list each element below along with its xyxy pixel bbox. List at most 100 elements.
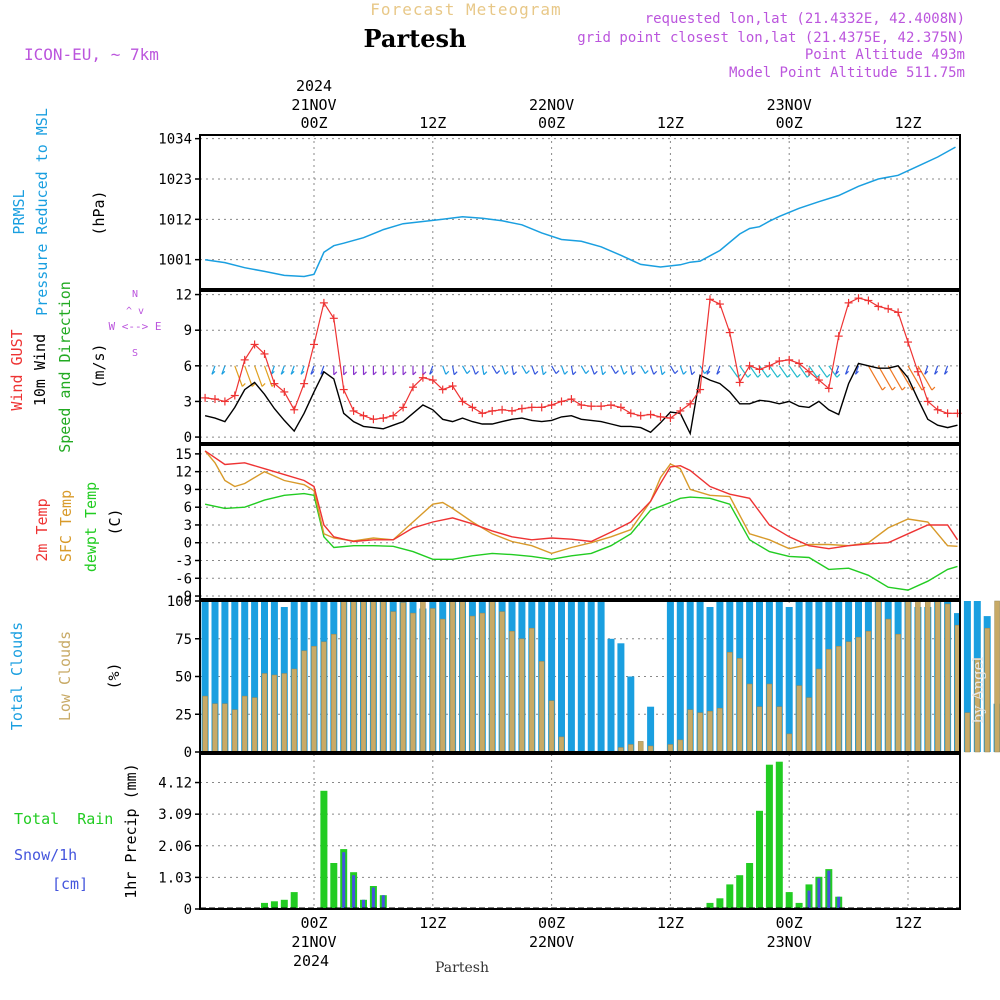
low-clouds-bar [212, 703, 218, 753]
total-clouds-bar [676, 601, 684, 752]
total-clouds-bar [587, 601, 595, 752]
wind-direction-arrow [461, 365, 468, 374]
wind-direction-arrowhead [382, 371, 387, 376]
wind-direction-arrow [491, 365, 498, 374]
wind-direction-arrow [580, 365, 587, 374]
low-clouds-label: Low Clouds [56, 631, 74, 721]
rain-bar [756, 810, 763, 909]
rain-bar [726, 884, 734, 909]
y-tick-label: 3.09 [158, 807, 192, 823]
wind-direction-arrowhead [891, 386, 896, 391]
wind-direction-arrow [788, 365, 798, 378]
low-clouds-bar [826, 649, 832, 753]
y-tick-label: 50 [175, 670, 192, 686]
low-clouds-bar [311, 646, 317, 753]
low-clouds-bar [796, 685, 802, 753]
y-tick-label: 0 [184, 536, 192, 552]
compass-south: S [132, 348, 138, 359]
y-tick-label: 1012 [158, 212, 192, 228]
low-clouds-bar [637, 741, 644, 753]
y-tick-label: 1034 [158, 132, 192, 148]
wind-direction-arrow [749, 365, 759, 378]
total-clouds-bar [201, 601, 209, 752]
wind-direction-arrowhead [716, 370, 721, 375]
low-clouds-bar [271, 674, 278, 753]
wind-direction-arrowhead [504, 370, 509, 375]
y-tick-label: 6 [184, 359, 192, 375]
low-clouds-bar [746, 683, 753, 753]
grid-point-coordinates: grid point closest lon,lat (21.4375E, 42… [577, 30, 965, 46]
wind-direction-arrow [798, 365, 808, 378]
snow-bar [342, 852, 346, 909]
panel-3: -9 -6-3 0 3 6 912 15 [175, 445, 960, 605]
precip-unit-label: 1hr Precip (mm) [122, 763, 140, 898]
wind-direction-arrow [835, 365, 840, 375]
snow-bar [371, 887, 375, 909]
bottom-day-label: 21NOV [291, 933, 336, 951]
wind-direction-arrow [877, 365, 893, 391]
y-tick-label: -6 [175, 571, 192, 587]
y-tick-label: 1023 [158, 172, 192, 188]
wind-direction-arrow [630, 365, 633, 375]
snow-bar [837, 896, 841, 909]
total-clouds-bar [775, 601, 783, 752]
panels: 1001101210231034036912-9-6-3036912150255… [158, 132, 1000, 918]
low-clouds-bar [905, 600, 911, 753]
wind-direction-arrow [679, 365, 684, 375]
low-clouds-bar [766, 683, 773, 753]
low-clouds-bar [925, 600, 931, 753]
total-clouds-bar [577, 601, 585, 752]
low-clouds-bar [251, 697, 258, 753]
wind-direction-arrowhead [392, 371, 397, 376]
low-clouds-bar [538, 661, 545, 753]
low-clouds-bar [885, 618, 891, 753]
wind-direction-arrowhead [615, 370, 619, 375]
rain-bar [706, 902, 714, 909]
wind-direction-arrow [254, 365, 263, 387]
celsius-unit-label: (C) [106, 508, 124, 535]
low-clouds-bar [281, 673, 288, 753]
total-clouds-bar [597, 601, 605, 752]
y-tick-label: 0 [184, 902, 192, 918]
y-tick-label: -3 [175, 554, 192, 570]
low-clouds-bar [845, 641, 852, 753]
compass-north: N [132, 289, 138, 300]
low-clouds-bar [331, 633, 337, 753]
wind-direction-arrow [907, 365, 923, 391]
wind-direction-arrowhead [402, 371, 407, 376]
low-clouds-bar [865, 630, 872, 753]
wind-direction-arrow [442, 365, 447, 375]
wind-direction-arrow [300, 365, 305, 375]
wind-direction-arrowhead [747, 373, 752, 378]
top-day-label: 21NOV [291, 96, 336, 114]
total-clouds-bar [765, 601, 773, 752]
top-tick-label: 00Z [300, 114, 327, 132]
wind-direction-arrowhead [623, 370, 628, 375]
total-clouds-bar [548, 601, 556, 752]
total-clouds-bar [607, 638, 615, 753]
wind-direction-arrow [854, 365, 860, 375]
location-title: Partesh [364, 24, 467, 53]
y-tick-label: 9 [184, 482, 192, 498]
total-clouds-bar [221, 601, 229, 752]
wind-direction-arrow [650, 365, 655, 375]
low-clouds-bar [340, 600, 347, 753]
low-clouds-bar [509, 630, 515, 753]
low-clouds-bar [222, 703, 228, 753]
wind-direction-arrowhead [564, 370, 569, 375]
y-tick-label: 4.12 [158, 776, 192, 792]
low-clouds-bar [934, 600, 941, 753]
low-clouds-bar [806, 697, 812, 753]
wind-direction-arrowhead [261, 383, 266, 387]
wind-direction-arrowhead [555, 370, 560, 375]
wind-direction-arrowhead [644, 370, 649, 375]
low-clouds-bar [529, 627, 535, 753]
wind-direction-arrowhead [353, 371, 358, 376]
speed-direction-label: Speed and Direction [56, 281, 74, 453]
panel-1: 1001 1012 1023 1034 [158, 132, 960, 289]
wind-direction-arrow [729, 365, 739, 378]
low-clouds-bar [350, 600, 357, 753]
bottom-tick-label: 12Z [419, 914, 446, 932]
low-clouds-bar [707, 710, 713, 753]
